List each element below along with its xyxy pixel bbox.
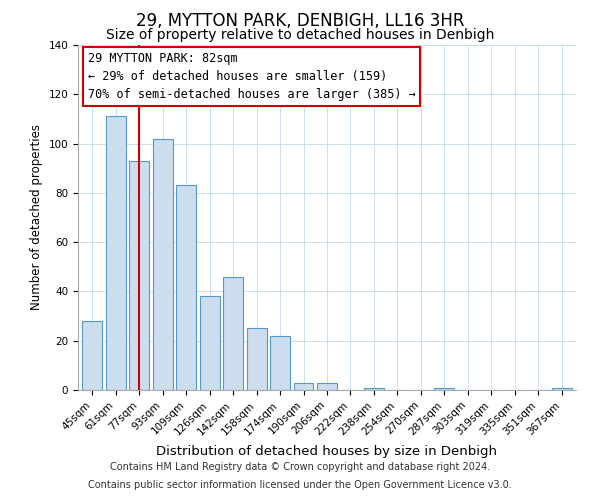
- Bar: [106, 116, 125, 390]
- Bar: [552, 388, 572, 390]
- Bar: [152, 138, 173, 390]
- Bar: [176, 186, 196, 390]
- X-axis label: Distribution of detached houses by size in Denbigh: Distribution of detached houses by size …: [157, 445, 497, 458]
- Text: 29, MYTTON PARK, DENBIGH, LL16 3HR: 29, MYTTON PARK, DENBIGH, LL16 3HR: [136, 12, 464, 30]
- Text: 29 MYTTON PARK: 82sqm
← 29% of detached houses are smaller (159)
70% of semi-det: 29 MYTTON PARK: 82sqm ← 29% of detached …: [88, 52, 416, 101]
- Text: Contains public sector information licensed under the Open Government Licence v3: Contains public sector information licen…: [88, 480, 512, 490]
- Bar: [434, 388, 454, 390]
- Text: Size of property relative to detached houses in Denbigh: Size of property relative to detached ho…: [106, 28, 494, 42]
- Bar: [200, 296, 220, 390]
- Bar: [129, 161, 149, 390]
- Y-axis label: Number of detached properties: Number of detached properties: [30, 124, 43, 310]
- Bar: [270, 336, 290, 390]
- Bar: [317, 382, 337, 390]
- Bar: [223, 276, 243, 390]
- Text: Contains HM Land Registry data © Crown copyright and database right 2024.: Contains HM Land Registry data © Crown c…: [110, 462, 490, 472]
- Bar: [364, 388, 384, 390]
- Bar: [82, 321, 102, 390]
- Bar: [293, 382, 313, 390]
- Bar: [247, 328, 266, 390]
